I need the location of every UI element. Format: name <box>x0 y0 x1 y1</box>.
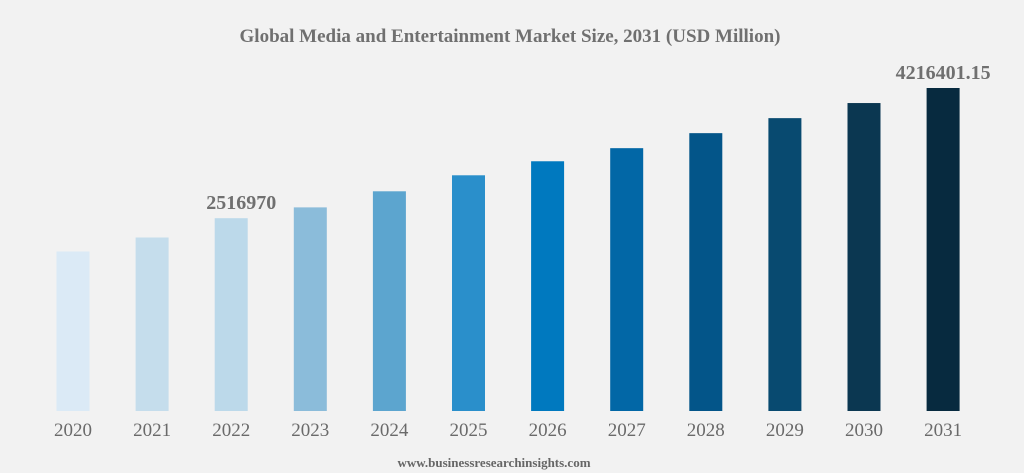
data-label-2022: 2516970 <box>206 192 276 214</box>
bar-2025 <box>452 175 485 411</box>
bar-2023 <box>293 207 327 411</box>
bar-2028 <box>689 133 723 412</box>
x-tick-label: 2022 <box>212 420 250 441</box>
bar-2031 <box>926 88 960 411</box>
bar-2026 <box>531 161 565 411</box>
bar-2021 <box>135 237 169 411</box>
chart-title: Global Media and Entertainment Market Si… <box>240 26 781 47</box>
x-tick-label: 2030 <box>845 420 883 441</box>
source-label: www.businessresearchinsights.com <box>397 455 590 470</box>
x-tick-label: 2026 <box>529 420 567 441</box>
x-tick-label: 2027 <box>608 420 646 441</box>
bar-2024 <box>372 191 406 411</box>
bar-2022 <box>214 218 248 411</box>
bar-2027 <box>610 148 644 411</box>
x-tick-label: 2029 <box>766 420 804 441</box>
x-tick-label: 2031 <box>924 420 962 441</box>
bar-2020 <box>56 251 90 411</box>
x-tick-label: 2020 <box>54 420 92 441</box>
x-tick-label: 2025 <box>450 420 488 441</box>
x-tick-label: 2024 <box>370 420 409 441</box>
x-tick-label: 2028 <box>687 420 725 441</box>
bar-2029 <box>768 118 802 412</box>
data-label-2031: 4216401.15 <box>896 62 991 84</box>
bar-2030 <box>847 103 881 411</box>
x-tick-label: 2023 <box>291 420 329 441</box>
x-tick-label: 2021 <box>133 420 171 441</box>
